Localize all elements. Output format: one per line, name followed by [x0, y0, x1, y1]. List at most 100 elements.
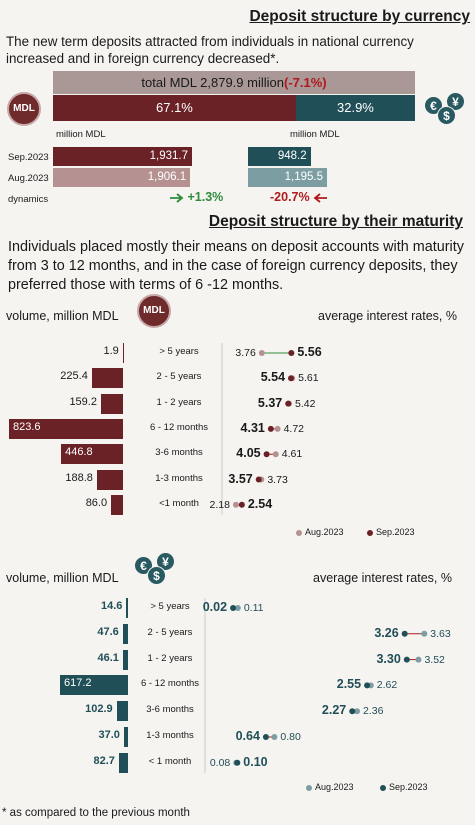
- fx-dynamics: -20.7%: [270, 190, 328, 204]
- fx-dynamics-value: -20.7%: [270, 190, 310, 204]
- aug-rate-dot: [258, 476, 265, 483]
- legend-aug-label: Aug.2023: [315, 782, 354, 792]
- mdl-share-label: 67.1%: [156, 100, 193, 115]
- aug-rate-label: 5.42: [295, 397, 316, 410]
- category-label: > 5 years: [159, 346, 199, 357]
- aug-rate-dot: [415, 656, 422, 663]
- category-label: <1 month: [159, 497, 199, 509]
- mdl-dynamics-value: +1.3%: [187, 190, 224, 204]
- sep-rate-dot: [262, 734, 269, 740]
- arrow-right-icon: [170, 193, 184, 203]
- aug-rate-dot: [421, 630, 428, 637]
- section1-text: The new term deposits attracted from ind…: [6, 34, 414, 66]
- aug-rate-dot: [234, 605, 241, 611]
- volume-bar: [111, 494, 123, 515]
- sep-rate-label: 0.10: [243, 754, 268, 769]
- volume-bar: [122, 623, 128, 644]
- aug-rate-label: 0.08: [209, 756, 231, 769]
- mdl-rates-title: average interest rates, %: [318, 309, 457, 323]
- sep-rate-dot: [403, 656, 410, 663]
- volume-label: 86.0: [85, 496, 108, 509]
- category-label: 1 - 2 years: [147, 652, 193, 664]
- sep-rate-label: 4.31: [240, 420, 265, 435]
- volume-bar: [96, 469, 123, 490]
- sep-rate-label: 4.05: [236, 446, 261, 461]
- category-label: < 1 month: [148, 755, 192, 767]
- legend-aug-dot: [306, 785, 312, 791]
- mdl-share-segment: 67.1%: [53, 95, 296, 121]
- volume-bar: [116, 701, 128, 722]
- volume-label: 188.8: [65, 471, 93, 484]
- sep-rate-dot: [288, 375, 295, 382]
- sep-rate-dot: [349, 708, 356, 715]
- mdl-volume-bar: 1,906.1: [53, 168, 191, 187]
- volume-label: 1.9: [103, 345, 119, 357]
- section2-text: Individuals placed mostly their means on…: [8, 239, 464, 293]
- aug-rate-label: 3.52: [424, 653, 445, 666]
- aug-rate-label: 3.63: [430, 627, 451, 640]
- sep-rate-label: 2.54: [247, 496, 273, 511]
- fx-volume-bar: 948.2: [248, 147, 311, 166]
- category-label: 3-6 months: [146, 704, 194, 716]
- legend-sep-dot: [367, 530, 373, 536]
- sep-rate-label: 5.37: [257, 395, 283, 410]
- sep-rate-dot: [267, 425, 274, 432]
- mdl-coin-icon-2: MDL: [137, 294, 171, 328]
- sep-rate-label: 0.64: [235, 729, 260, 743]
- volume-label: 46.1: [97, 651, 119, 664]
- volume-bar: [118, 752, 128, 773]
- volume-label: 47.6: [97, 625, 119, 638]
- volume-label: 102.9: [85, 703, 113, 716]
- aug-rate-dot: [286, 400, 293, 407]
- total-label: total MDL 2,879.9 million: [141, 75, 284, 90]
- aug-rate-label: 0.80: [280, 731, 301, 743]
- category-label: 6 - 12 months: [140, 678, 200, 690]
- fx-volume-bar: 1,195.5: [248, 168, 327, 187]
- fx-unit-label: million MDL: [290, 129, 340, 140]
- aug-rate-label: 3.76: [235, 347, 256, 359]
- volume-label: 82.7: [93, 754, 115, 767]
- sep-rate-label: 3.30: [376, 651, 401, 666]
- mdl-unit-label: million MDL: [56, 129, 106, 140]
- mdl-dynamics: +1.3%: [170, 190, 223, 204]
- category-label: 1 - 2 years: [156, 396, 202, 408]
- volume-bar: [123, 727, 128, 747]
- aug-rate-dot: [271, 734, 278, 740]
- volume-label: 14.6: [100, 600, 123, 612]
- aug-rate-dot: [233, 759, 240, 766]
- fx-volume-label: 948.2: [277, 150, 307, 162]
- sep-rate-dot: [238, 501, 245, 508]
- sep-rate-label: 5.54: [260, 370, 286, 385]
- mdl-volume-label: 1,931.7: [149, 150, 188, 162]
- volume-bar: [91, 368, 123, 389]
- dynamics-label: dynamics: [8, 194, 49, 205]
- sep-rate-dot: [255, 476, 262, 483]
- category-label: 2 - 5 years: [156, 371, 202, 383]
- category-label: 3-6 months: [155, 447, 203, 459]
- category-label: 1-3 months: [155, 472, 203, 484]
- fx-rates-title: average interest rates, %: [313, 571, 452, 585]
- sep-rate-dot: [285, 400, 292, 407]
- sep-rate-label: 0.02: [202, 600, 228, 614]
- legend-sep-dot: [380, 785, 386, 791]
- mdl-volume-title: volume, million MDL: [6, 309, 119, 323]
- aug-rate-dot: [289, 375, 296, 382]
- aug-rate-dot: [367, 682, 374, 689]
- aug-rate-dot: [354, 708, 361, 715]
- sep-rate-dot: [263, 451, 270, 458]
- dollar-coin-icon-2: $: [147, 566, 166, 585]
- fx-volume-label: 1,195.5: [284, 171, 323, 183]
- share-bar: 67.1% 32.9%: [53, 95, 415, 121]
- fx-share-segment: 32.9%: [295, 95, 415, 121]
- volume-bar: [60, 675, 128, 696]
- volume-bar: [9, 418, 123, 439]
- volume-label: 446.8: [65, 446, 93, 459]
- category-label: 2 - 5 years: [147, 626, 193, 638]
- sep-rate-label: 2.27: [321, 703, 347, 718]
- footnote: * as compared to the previous month: [2, 807, 190, 819]
- sep-rate-label: 5.56: [297, 345, 322, 359]
- legend-aug-label: Aug.2023: [305, 527, 344, 537]
- legend-sep-label: Sep.2023: [376, 527, 415, 537]
- total-bar: total MDL 2,879.9 million(-7.1%): [53, 71, 415, 94]
